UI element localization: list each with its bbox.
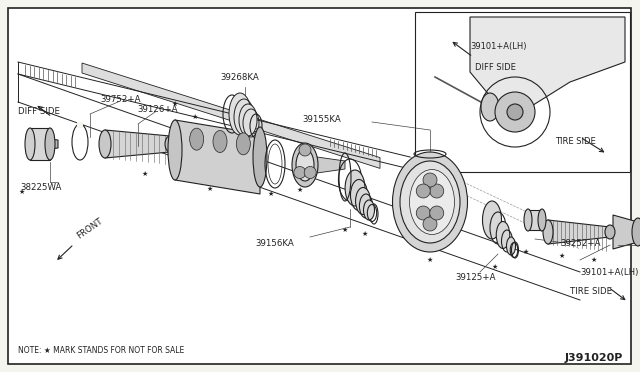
Text: 39155KA: 39155KA [302, 115, 340, 124]
Circle shape [429, 206, 444, 220]
Text: ★: ★ [342, 227, 348, 233]
Ellipse shape [229, 93, 251, 135]
Text: 39156KA: 39156KA [255, 240, 294, 248]
Circle shape [294, 167, 306, 179]
Polygon shape [548, 220, 610, 244]
Ellipse shape [292, 143, 318, 187]
Circle shape [304, 167, 316, 179]
Ellipse shape [168, 120, 182, 180]
Polygon shape [175, 120, 260, 194]
Bar [77, 122, 83, 128]
PathPatch shape [470, 17, 625, 107]
Circle shape [423, 173, 437, 187]
Text: NOTE: ★ MARK STANDS FOR NOT FOR SALE: NOTE: ★ MARK STANDS FOR NOT FOR SALE [18, 346, 184, 355]
Ellipse shape [165, 136, 175, 152]
Text: 38225WA: 38225WA [20, 183, 61, 192]
Polygon shape [528, 210, 542, 230]
Polygon shape [317, 157, 345, 173]
Ellipse shape [296, 149, 314, 181]
Ellipse shape [239, 104, 257, 136]
Text: ★: ★ [268, 191, 274, 197]
Text: TIRE SIDE: TIRE SIDE [570, 288, 612, 296]
Text: ★: ★ [172, 101, 178, 107]
Ellipse shape [506, 237, 515, 255]
Ellipse shape [253, 127, 267, 187]
Ellipse shape [524, 209, 532, 231]
Text: DIFF SIDE: DIFF SIDE [475, 62, 516, 71]
Polygon shape [82, 63, 380, 169]
Text: FRONT: FRONT [76, 217, 105, 241]
Ellipse shape [410, 170, 454, 234]
Text: 39125+A: 39125+A [455, 273, 495, 282]
Polygon shape [48, 139, 58, 149]
Ellipse shape [189, 128, 204, 150]
Text: ★: ★ [492, 264, 498, 270]
Ellipse shape [632, 218, 640, 246]
Text: 39268KA: 39268KA [220, 74, 259, 83]
Text: ★: ★ [559, 253, 565, 259]
Text: ★: ★ [207, 186, 213, 192]
Ellipse shape [99, 130, 111, 158]
Text: ★: ★ [192, 114, 198, 120]
Ellipse shape [496, 221, 509, 248]
Text: ★: ★ [523, 249, 529, 255]
Circle shape [429, 184, 444, 198]
Circle shape [507, 104, 523, 120]
Bar [415, 12, 630, 172]
Circle shape [416, 184, 430, 198]
Ellipse shape [605, 225, 615, 239]
Text: 39101+A(LH): 39101+A(LH) [470, 42, 527, 51]
Ellipse shape [356, 187, 371, 215]
Text: ★: ★ [362, 231, 368, 237]
Circle shape [495, 92, 535, 132]
Ellipse shape [543, 220, 553, 244]
Text: ★: ★ [427, 257, 433, 263]
Ellipse shape [400, 161, 460, 243]
Ellipse shape [25, 128, 35, 160]
Text: ★: ★ [297, 187, 303, 193]
Polygon shape [105, 130, 170, 158]
Text: ★: ★ [19, 189, 25, 195]
Text: DIFF SIDE: DIFF SIDE [18, 108, 60, 116]
Text: ★: ★ [591, 257, 597, 263]
Ellipse shape [236, 133, 250, 155]
Polygon shape [30, 128, 50, 160]
Text: 39252+A: 39252+A [560, 240, 600, 248]
Ellipse shape [45, 128, 55, 160]
Text: ★: ★ [142, 171, 148, 177]
Ellipse shape [538, 209, 546, 231]
Circle shape [299, 144, 311, 156]
Text: 39101+A(LH): 39101+A(LH) [580, 267, 638, 276]
Ellipse shape [481, 93, 499, 121]
Text: 39752+A: 39752+A [100, 96, 141, 105]
Circle shape [416, 206, 430, 220]
Text: TIRE SIDE: TIRE SIDE [555, 138, 596, 147]
Ellipse shape [392, 152, 467, 252]
Text: 39126+A: 39126+A [137, 105, 177, 113]
Ellipse shape [213, 131, 227, 153]
Ellipse shape [345, 170, 365, 206]
Text: J391020P: J391020P [565, 353, 623, 363]
Circle shape [423, 217, 437, 231]
Polygon shape [613, 215, 638, 249]
Ellipse shape [483, 201, 502, 239]
Ellipse shape [364, 200, 374, 220]
